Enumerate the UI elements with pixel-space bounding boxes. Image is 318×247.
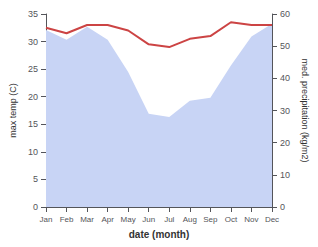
svg-text:5: 5	[33, 174, 38, 184]
svg-text:10: 10	[280, 170, 290, 180]
svg-text:Jun: Jun	[142, 215, 155, 224]
svg-text:Sep: Sep	[203, 215, 218, 224]
svg-text:date (month): date (month)	[129, 229, 190, 240]
svg-text:Jan: Jan	[40, 215, 53, 224]
svg-text:max temp (C): max temp (C)	[8, 83, 18, 138]
svg-text:30: 30	[280, 106, 290, 116]
svg-text:May: May	[121, 215, 136, 224]
svg-text:25: 25	[28, 64, 38, 74]
svg-text:60: 60	[280, 9, 290, 19]
svg-text:med. precipitation (kg/m2): med. precipitation (kg/m2)	[300, 58, 310, 162]
svg-text:20: 20	[280, 138, 290, 148]
svg-text:30: 30	[28, 37, 38, 47]
svg-text:0: 0	[33, 202, 38, 212]
svg-text:Nov: Nov	[244, 215, 258, 224]
svg-text:50: 50	[280, 41, 290, 51]
svg-text:Oct: Oct	[225, 215, 238, 224]
svg-text:Jul: Jul	[164, 215, 174, 224]
svg-text:0: 0	[280, 202, 285, 212]
svg-text:Feb: Feb	[60, 215, 74, 224]
svg-text:Dec: Dec	[265, 215, 279, 224]
svg-text:10: 10	[28, 147, 38, 157]
svg-text:Aug: Aug	[183, 215, 197, 224]
svg-text:20: 20	[28, 92, 38, 102]
svg-text:35: 35	[28, 9, 38, 19]
svg-text:40: 40	[280, 73, 290, 83]
svg-text:Mar: Mar	[80, 215, 94, 224]
svg-text:15: 15	[28, 119, 38, 129]
svg-text:Apr: Apr	[101, 215, 114, 224]
